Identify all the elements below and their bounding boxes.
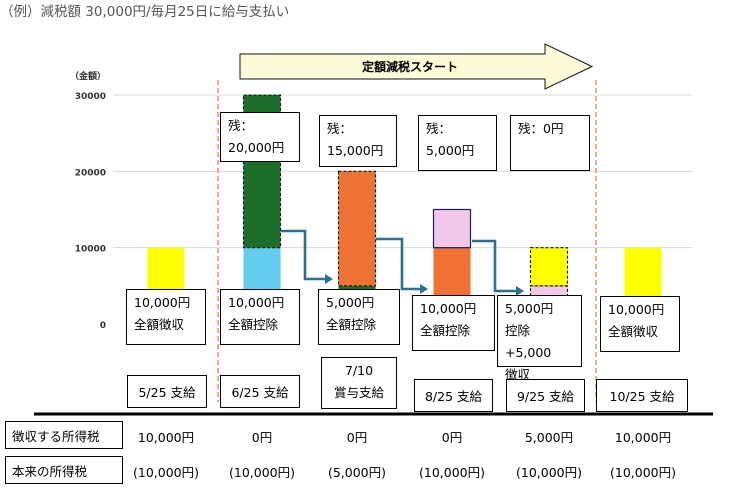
bar-segment <box>337 170 377 287</box>
x-category-label: 7/10 賞与支給 <box>321 357 397 409</box>
banner-label: 定額減税スタート <box>362 59 458 74</box>
withholding-desc-box: 10,000円 全額徴収 <box>600 296 680 352</box>
flow-arrow <box>472 239 517 293</box>
table-cell: (5,000円) <box>327 465 387 480</box>
flow-arrow-head <box>325 274 333 284</box>
x-category-label: 8/25 支給 <box>414 379 493 412</box>
y-tick-label: 30000 <box>75 92 106 102</box>
withholding-desc-box: 5,000円 全額控除 <box>318 289 400 345</box>
x-category-label: 9/25 支給 <box>506 379 585 412</box>
y-tick-label: 10000 <box>75 245 106 255</box>
table-cell: 5,000円 <box>524 430 574 445</box>
withholding-desc-box: 10,000円 全額徴収 <box>126 289 206 345</box>
remaining-amount-box: 残： 15,000円 <box>319 115 397 167</box>
table-cell: 0円 <box>441 430 463 445</box>
x-category-label: 6/25 支給 <box>220 375 300 408</box>
withholding-desc-box: 10,000円 全額控除 <box>220 289 300 345</box>
y-axis-label: （金額） <box>70 70 106 82</box>
table-cell: (10,000円) <box>610 465 676 480</box>
y-tick-label: 0 <box>100 321 106 331</box>
table-cell: (10,000円) <box>516 465 582 480</box>
chart-title: （例）減税額 30,000円/毎月25日に給与支払い <box>0 4 290 20</box>
table-cell: 0円 <box>251 430 273 445</box>
flow-arrow <box>281 229 326 281</box>
x-category-label: 5/25 支給 <box>127 375 207 408</box>
table-cell: 10,000円 <box>614 430 672 445</box>
x-category-label: 10/25 支給 <box>596 379 688 412</box>
table-cell: (10,000円) <box>229 465 295 480</box>
withholding-desc-box: 10,000円 全額控除 <box>412 295 495 351</box>
table-cell: 10,000円 <box>137 430 195 445</box>
withholding-desc-box: 5,000円 控除+5,000 徴収 <box>497 295 582 382</box>
table-cell: (10,000円) <box>419 465 485 480</box>
remaining-amount-box: 残：0円 <box>510 115 590 171</box>
table-row-label: 徴収する所得税 <box>5 421 123 449</box>
bar-segment <box>432 208 472 249</box>
banner-arrow <box>239 43 594 90</box>
remaining-amount-box: 残： 20,000円 <box>220 112 300 162</box>
y-tick-label: 20000 <box>75 168 106 178</box>
flow-arrow <box>376 237 421 291</box>
remaining-amount-box: 残： 5,000円 <box>418 115 497 171</box>
table-cell: 0円 <box>346 430 368 445</box>
flow-arrow-head <box>420 284 428 294</box>
bar-segment <box>529 247 569 287</box>
table-cell: (10,000円) <box>133 465 199 480</box>
table-row-label: 本来の所得税 <box>5 456 123 484</box>
flow-arrow-head <box>516 286 524 296</box>
